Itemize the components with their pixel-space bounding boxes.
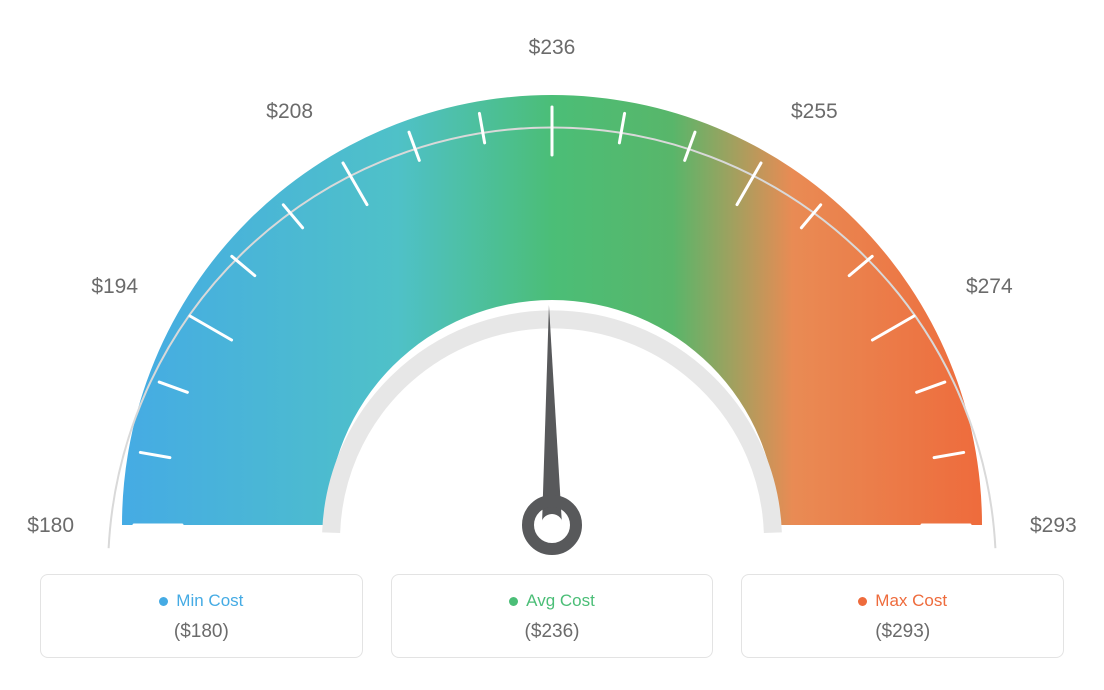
gauge-tick-label: $274 bbox=[966, 275, 1013, 298]
cost-gauge-chart: $180 $194 $208 $236 $255 $274 $293 bbox=[0, 0, 1104, 560]
legend-title-max: Max Cost bbox=[858, 591, 947, 611]
gauge-tick-label: $236 bbox=[529, 36, 576, 59]
gauge-tick-label: $208 bbox=[266, 100, 313, 123]
dot-icon bbox=[159, 597, 168, 606]
gauge-needle bbox=[528, 305, 576, 549]
dot-icon bbox=[509, 597, 518, 606]
gauge-tick-label: $293 bbox=[1030, 514, 1077, 537]
legend-label: Max Cost bbox=[875, 591, 947, 611]
gauge-tick-label: $194 bbox=[91, 275, 138, 298]
legend-title-avg: Avg Cost bbox=[509, 591, 595, 611]
legend-label: Avg Cost bbox=[526, 591, 595, 611]
legend-label: Min Cost bbox=[176, 591, 243, 611]
legend-card-max: Max Cost ($293) bbox=[741, 574, 1064, 658]
legend-value-min: ($180) bbox=[51, 621, 352, 643]
legend-value-max: ($293) bbox=[752, 621, 1053, 643]
gauge-container: $180 $194 $208 $236 $255 $274 $293 bbox=[0, 0, 1104, 560]
gauge-tick-label: $180 bbox=[27, 514, 74, 537]
legend-value-avg: ($236) bbox=[402, 621, 703, 643]
legend-title-min: Min Cost bbox=[159, 591, 243, 611]
legend-card-min: Min Cost ($180) bbox=[40, 574, 363, 658]
legend-row: Min Cost ($180) Avg Cost ($236) Max Cost… bbox=[0, 560, 1104, 658]
gauge-tick-label: $255 bbox=[791, 100, 838, 123]
dot-icon bbox=[858, 597, 867, 606]
legend-card-avg: Avg Cost ($236) bbox=[391, 574, 714, 658]
